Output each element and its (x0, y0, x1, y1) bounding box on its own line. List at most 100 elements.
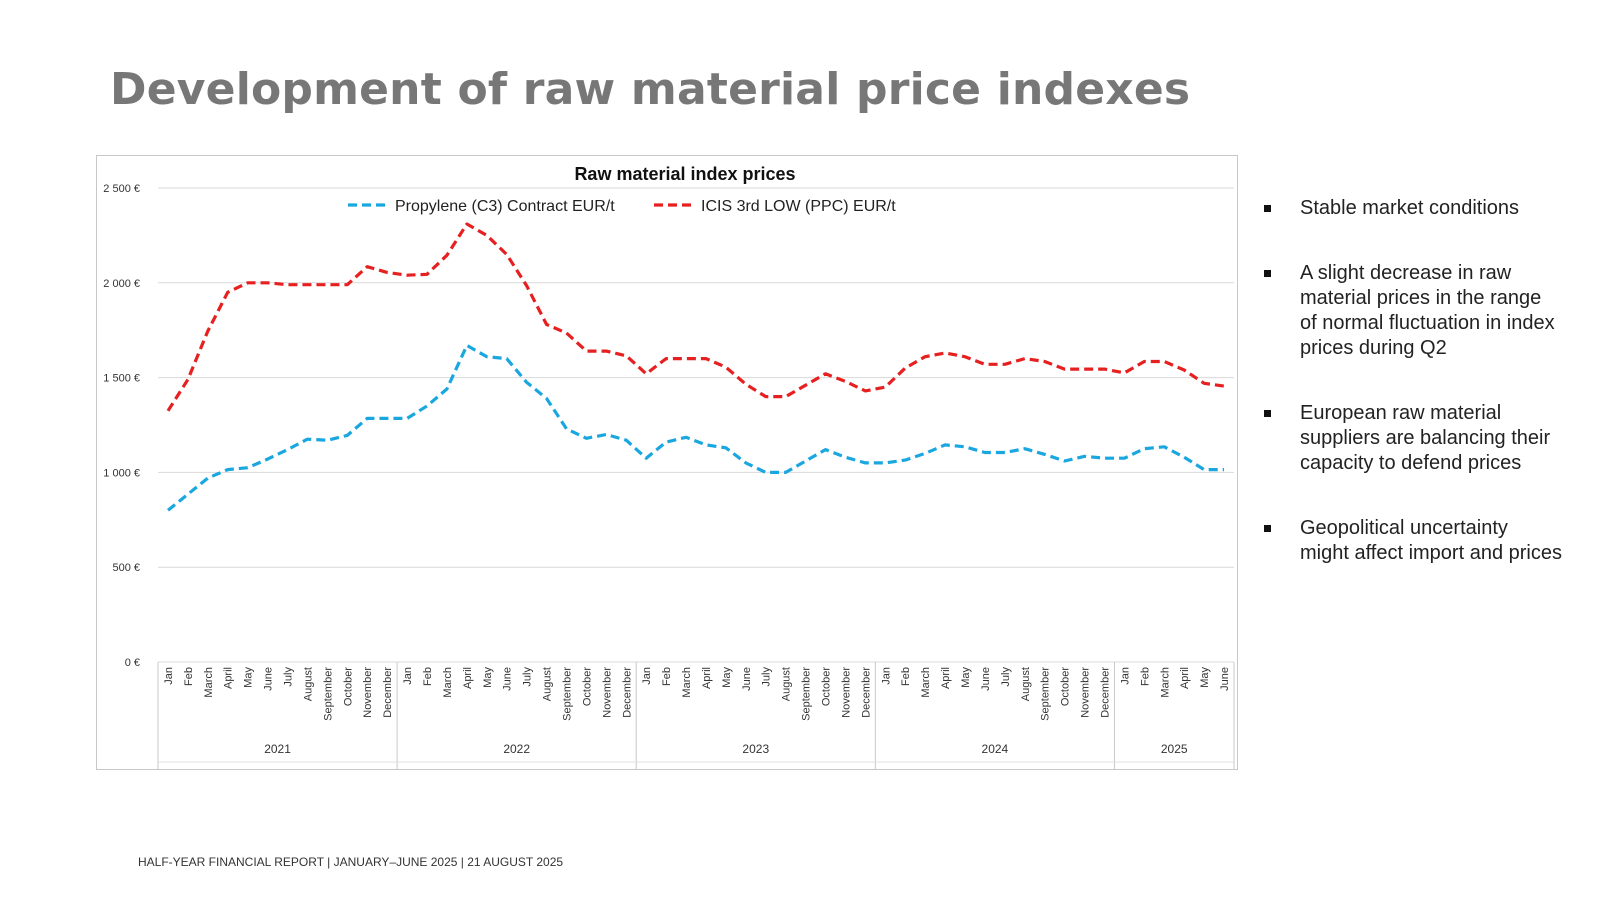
data-point (227, 291, 229, 293)
footer: HALF-YEAR FINANCIAL REPORT | JANUARY–JUN… (138, 855, 564, 869)
data-point (247, 282, 249, 284)
x-tick-label: April (223, 667, 235, 689)
data-point (446, 388, 448, 390)
x-tick-label: Jan (1119, 667, 1131, 685)
x-tick-label: Jan (641, 667, 653, 685)
data-point (585, 437, 587, 439)
data-point (306, 284, 308, 286)
data-point (366, 266, 368, 268)
x-tick-label: August (781, 667, 793, 701)
x-tick-label: November (601, 667, 613, 718)
data-point (1083, 368, 1085, 370)
x-tick-label: Feb (183, 667, 195, 686)
x-tick-label: September (1040, 667, 1052, 721)
data-point (545, 397, 547, 399)
data-point (1223, 385, 1225, 387)
data-point (187, 493, 189, 495)
x-tick-label: August (1020, 667, 1032, 701)
x-tick-label: Jan (880, 667, 892, 685)
data-point (765, 395, 767, 397)
x-tick-label: April (940, 667, 952, 689)
data-point (486, 234, 488, 236)
data-point (1024, 357, 1026, 359)
x-tick-label: October (821, 667, 833, 706)
data-point (665, 441, 667, 443)
x-tick-label: September (801, 667, 813, 721)
data-point (227, 468, 229, 470)
data-point (1123, 457, 1125, 459)
x-tick-label: June (502, 667, 514, 691)
data-point (785, 471, 787, 473)
data-point (904, 459, 906, 461)
x-tick-label: July (283, 667, 295, 687)
data-point (1163, 360, 1165, 362)
chart-title: Raw material index prices (574, 164, 795, 184)
data-point (745, 462, 747, 464)
data-point (1163, 446, 1165, 448)
data-point (665, 357, 667, 359)
data-point (426, 405, 428, 407)
data-point (625, 355, 627, 357)
data-point (286, 284, 288, 286)
x-tick-label: November (840, 667, 852, 718)
y-tick-label: 0 € (125, 657, 140, 669)
data-point (1223, 468, 1225, 470)
bullet-text: Geopolitical uncertainty might affect im… (1300, 517, 1562, 564)
bullet-square-icon (1264, 525, 1271, 532)
data-point (506, 253, 508, 255)
x-tick-label: July (761, 667, 773, 687)
data-point (406, 274, 408, 276)
data-point (785, 395, 787, 397)
year-label: 2022 (503, 742, 530, 756)
data-point (705, 444, 707, 446)
data-point (605, 433, 607, 435)
year-label: 2025 (1161, 742, 1188, 756)
x-tick-label: March (442, 667, 454, 698)
bullet-item: Geopolitical uncertainty might affect im… (1262, 516, 1562, 566)
data-point (884, 386, 886, 388)
data-point (585, 350, 587, 352)
y-tick-label: 1 500 € (103, 373, 140, 385)
data-point (864, 390, 866, 392)
bullet-square-icon (1264, 410, 1271, 417)
data-point (167, 410, 169, 412)
data-point (1203, 468, 1205, 470)
x-tick-label: April (462, 667, 474, 689)
bullet-item: A slight decrease in raw material prices… (1262, 261, 1562, 361)
data-point (167, 509, 169, 511)
legend-label: Propylene (C3) Contract EUR/t (395, 198, 615, 215)
series-line-1 (166, 343, 1224, 512)
y-tick-label: 2 000 € (103, 278, 140, 290)
data-point (1203, 382, 1205, 384)
x-tick-label: April (701, 667, 713, 689)
data-point (486, 356, 488, 358)
data-point (1083, 455, 1085, 457)
data-point (864, 462, 866, 464)
x-tick-label: March (203, 667, 215, 698)
data-point (386, 417, 388, 419)
x-tick-label: May (482, 667, 494, 688)
bullet-square-icon (1264, 205, 1271, 212)
x-tick-label: July (1000, 667, 1012, 687)
data-point (1103, 368, 1105, 370)
data-point (506, 357, 508, 359)
x-tick-label: May (960, 667, 972, 688)
data-point (466, 344, 468, 346)
x-tick-label: June (741, 667, 753, 691)
x-tick-label: December (860, 667, 872, 718)
data-point (386, 271, 388, 273)
data-point (605, 350, 607, 352)
y-tick-label: 500 € (112, 562, 140, 574)
data-point (725, 447, 727, 449)
data-point (824, 373, 826, 375)
bullet-square-icon (1264, 270, 1271, 277)
raw-material-price-chart: 0 € 500 € 1 000 € 1 500 € 2 000 € 2 500 € 2021… (103, 164, 1235, 770)
data-point (824, 448, 826, 450)
data-point (207, 477, 209, 479)
data-point (266, 458, 268, 460)
data-point (904, 367, 906, 369)
y-tick-label: 2 500 € (103, 183, 140, 195)
year-label: 2023 (742, 742, 769, 756)
bullet-item: European raw material suppliers are bala… (1262, 401, 1562, 476)
data-point (1044, 360, 1046, 362)
